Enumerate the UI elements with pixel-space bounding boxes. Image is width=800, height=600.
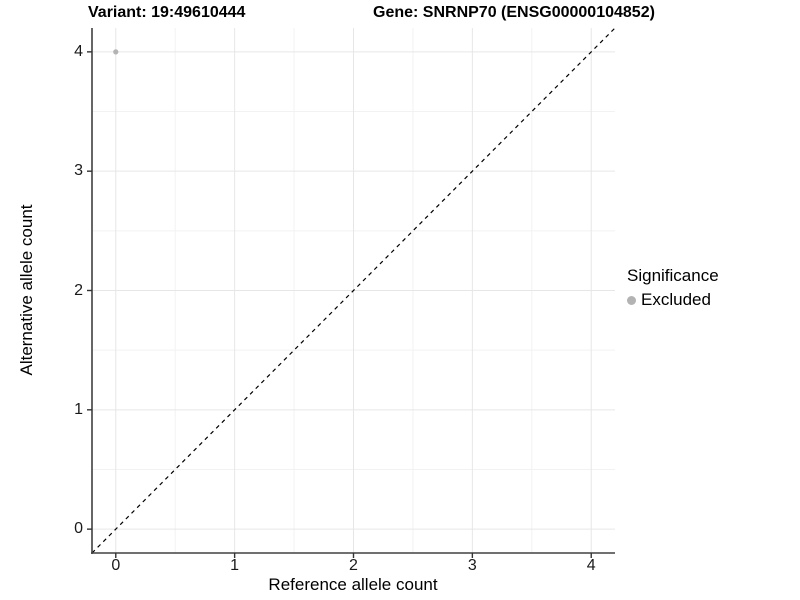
x-tick-label: 1 (230, 557, 240, 574)
y-axis-title: Alternative allele count (17, 204, 36, 376)
y-tick-label: 2 (74, 281, 83, 299)
y-tick-label: 4 (74, 42, 83, 60)
legend-entry-label: Excluded (641, 290, 711, 309)
y-tick-label: 3 (74, 162, 83, 180)
gene-title: Gene: SNRNP70 (ENSG00000104852) (373, 4, 655, 21)
variant-title: Variant: 19:49610444 (88, 4, 246, 21)
legend-key-dot-icon (627, 295, 636, 305)
x-tick-label: 4 (586, 557, 596, 574)
x-axis-title: Reference allele count (268, 575, 438, 594)
identity-dashed-line (91, 27, 616, 554)
x-tick-label: 0 (111, 557, 121, 574)
legend-title: Significance (627, 266, 719, 285)
y-tick-label: 0 (74, 520, 83, 538)
x-tick-label: 2 (349, 557, 358, 574)
data-point (113, 49, 119, 55)
y-tick-label: 1 (74, 400, 83, 418)
x-tick-label: 3 (467, 557, 477, 574)
legend: Significance Excluded (627, 266, 719, 310)
legend-entry-excluded: Excluded (627, 290, 719, 310)
